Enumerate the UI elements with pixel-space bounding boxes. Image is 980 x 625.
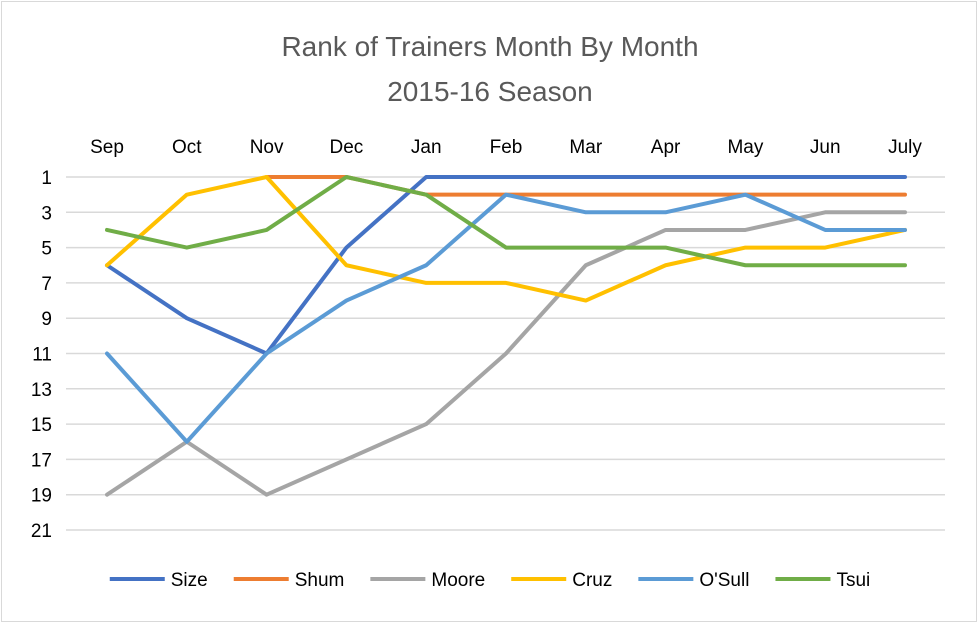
legend-label: Moore (431, 570, 485, 591)
legend: Size Shum Moore Cruz O'Sull Tsui (109, 570, 870, 591)
x-tick-label: Mar (569, 137, 602, 158)
chart-subtitle: 2015-16 Season (387, 76, 593, 107)
series-line-cruz (105, 175, 907, 303)
chart-title: Rank of Trainers Month By Month (281, 31, 699, 62)
x-tick-label: Nov (250, 137, 284, 158)
legend-item: Shum (233, 570, 345, 591)
y-tick-label: 9 (41, 309, 52, 330)
legend-label: Tsui (836, 570, 870, 591)
x-tick-label: Jun (810, 137, 841, 158)
legend-item: O'Sull (638, 570, 749, 591)
x-tick-label: July (888, 137, 922, 158)
y-tick-label: 17 (31, 450, 52, 471)
series-line-moore (105, 210, 907, 497)
legend-item: Cruz (511, 570, 612, 591)
legend-label: Cruz (572, 570, 612, 591)
y-tick-label: 21 (31, 521, 52, 542)
x-tick-label: Feb (490, 137, 523, 158)
y-tick-label: 3 (41, 203, 52, 224)
y-tick-label: 11 (32, 345, 52, 366)
y-tick-label: 13 (31, 380, 52, 401)
legend-label: Shum (295, 570, 345, 591)
series-lines (105, 175, 907, 497)
legend-label: O'Sull (699, 570, 749, 591)
y-tick-label: 7 (41, 274, 52, 295)
y-tick-label: 5 (41, 239, 52, 260)
legend-item: Size (109, 570, 208, 591)
y-tick-label: 15 (31, 415, 52, 436)
x-tick-label: Oct (172, 137, 202, 158)
y-tick-label: 1 (41, 168, 52, 189)
x-tick-label: Dec (330, 137, 364, 158)
series-line-o-sull (105, 192, 907, 444)
x-tick-label: Sep (90, 137, 124, 158)
series-line-tsui (105, 175, 907, 268)
y-tick-label: 19 (31, 486, 52, 507)
x-axis-labels: Sep Oct Nov Dec Jan Feb Mar Apr May Jun July (90, 137, 922, 158)
x-tick-label: May (727, 137, 763, 158)
legend-label: Size (171, 570, 208, 591)
x-tick-label: Apr (651, 137, 681, 158)
legend-item: Tsui (775, 570, 870, 591)
legend-item: Moore (370, 570, 485, 591)
x-tick-label: Jan (411, 137, 442, 158)
series-line-size (105, 175, 907, 356)
